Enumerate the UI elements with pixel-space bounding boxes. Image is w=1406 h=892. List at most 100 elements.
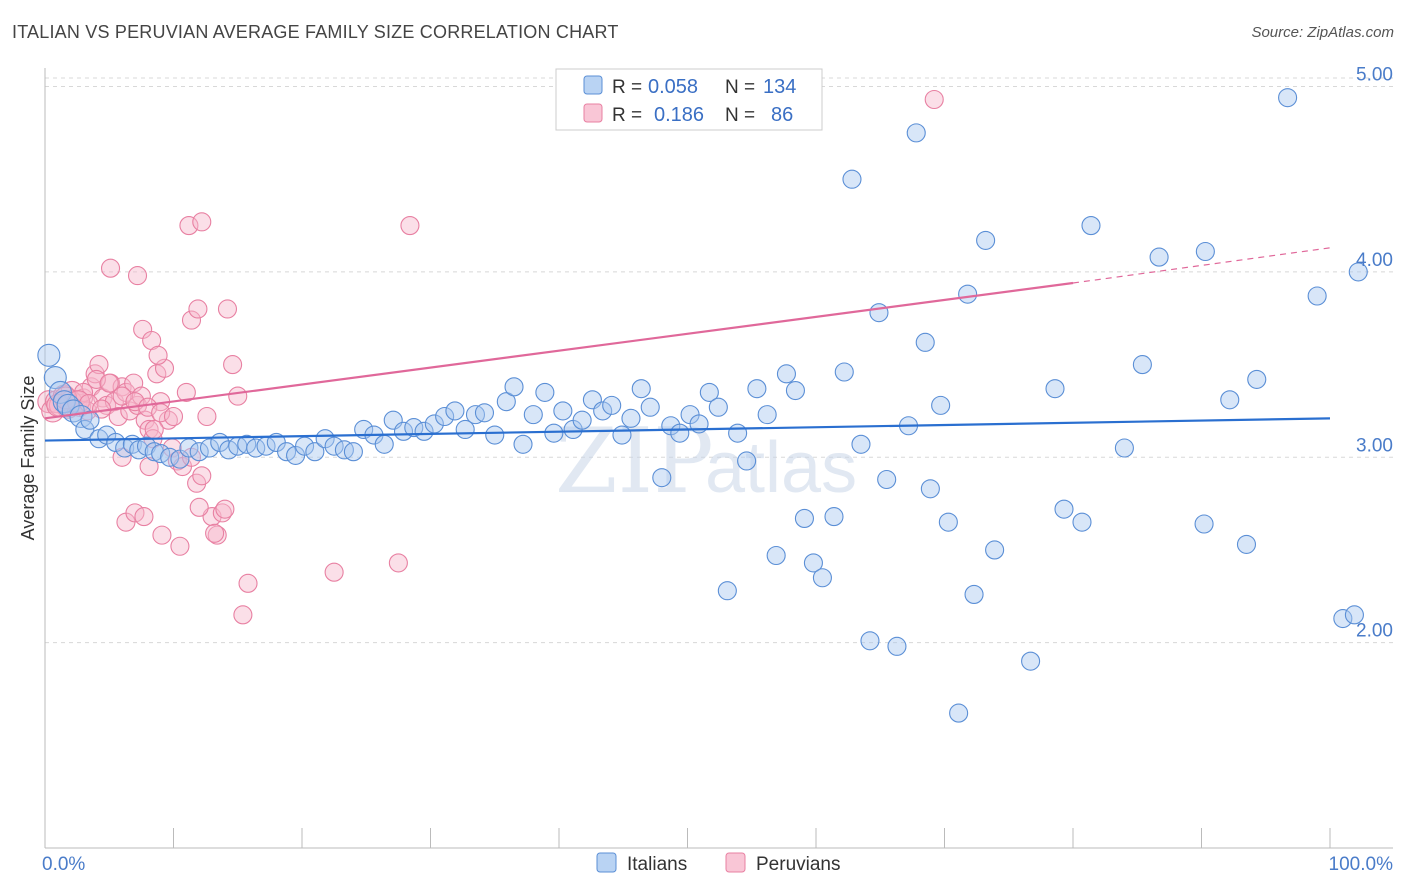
italians-point xyxy=(445,401,465,421)
peruvians-point xyxy=(99,373,119,393)
italians-point xyxy=(737,451,757,471)
peruvians-point xyxy=(158,410,178,430)
italians-point xyxy=(324,436,344,456)
italians-point xyxy=(1278,88,1298,108)
peruvians-n-value: 86 xyxy=(771,104,793,126)
italians-point xyxy=(747,379,767,399)
peruvians-points xyxy=(37,89,944,625)
peruvians-point xyxy=(163,406,184,427)
italians-point xyxy=(37,343,61,367)
peruvians-point xyxy=(217,299,238,319)
italians-point xyxy=(52,390,76,414)
italians-point xyxy=(834,362,854,382)
legend-italians-swatch xyxy=(596,852,617,873)
italians-point xyxy=(199,438,220,458)
legend-peruvians-swatch xyxy=(725,852,746,873)
italians-point xyxy=(717,581,737,601)
peruvians-point xyxy=(228,386,248,406)
italians-point xyxy=(535,382,555,402)
italians-point xyxy=(496,392,516,412)
italians-point xyxy=(612,425,632,445)
y-tick-labels: 2.00 3.00 4.00 5.00 xyxy=(1356,65,1393,642)
italians-point xyxy=(75,419,95,440)
italians-point xyxy=(1132,355,1152,375)
italians-trend-line xyxy=(44,417,1331,442)
italians-point xyxy=(842,169,862,189)
italians-point xyxy=(1236,534,1257,554)
italians-point xyxy=(877,469,897,490)
italians-point xyxy=(938,512,958,532)
peruvians-point xyxy=(176,382,196,402)
peruvians-point xyxy=(189,497,209,517)
italians-point xyxy=(812,568,832,588)
peruvians-point xyxy=(139,456,159,477)
italians-point xyxy=(393,421,414,441)
italians-point xyxy=(851,434,871,454)
italians-n-label: N = xyxy=(725,77,755,98)
x-tick-labels: 0.0% 100.0% xyxy=(42,854,1393,875)
italians-point xyxy=(621,408,641,428)
peruvians-point xyxy=(192,212,212,232)
peruvians-point xyxy=(112,386,132,406)
peruvians-point xyxy=(138,397,158,417)
italians-point xyxy=(869,303,889,323)
peruvians-point xyxy=(179,216,199,236)
peruvians-point xyxy=(152,525,172,545)
italians-point xyxy=(708,397,728,417)
peruvians-point xyxy=(324,562,344,582)
peruvians-point xyxy=(223,355,243,375)
italians-point xyxy=(640,397,660,417)
italians-point xyxy=(374,434,394,454)
peruvians-point xyxy=(181,310,202,330)
italians-point xyxy=(699,382,719,402)
peruvians-point xyxy=(400,216,420,236)
y-tick-label: 3.00 xyxy=(1356,435,1393,456)
italians-point xyxy=(915,332,935,352)
italians-point xyxy=(757,405,777,425)
peruvians-point xyxy=(127,266,148,286)
peruvians-point xyxy=(108,406,128,427)
italians-point xyxy=(523,405,543,425)
watermark-atlas: atlas xyxy=(705,428,857,508)
italians-point xyxy=(824,507,844,527)
italians-point xyxy=(1220,390,1240,410)
x-tick-label: 0.0% xyxy=(42,854,85,875)
peruvians-trend-line xyxy=(44,281,1074,420)
italians-point xyxy=(652,468,672,488)
italians-point xyxy=(1333,608,1353,629)
italians-point xyxy=(1045,379,1065,399)
italians-point xyxy=(189,442,209,462)
peruvians-r-value: 0.186 xyxy=(654,104,704,126)
italians-point xyxy=(513,434,533,454)
italians-point xyxy=(1021,651,1041,671)
italians-point xyxy=(1194,514,1214,534)
peruvians-point xyxy=(924,89,944,110)
italians-point xyxy=(305,442,325,462)
italians-point xyxy=(958,284,978,304)
peruvians-point xyxy=(188,299,208,319)
y-axis-title: Average Family Size xyxy=(18,376,38,541)
italians-point xyxy=(106,432,126,452)
x-tick-label: 100.0% xyxy=(1329,854,1394,875)
peruvians-point xyxy=(100,258,121,278)
italians-point xyxy=(949,703,969,723)
peruvians-point xyxy=(89,355,109,375)
italians-point xyxy=(572,410,592,430)
peruvians-point xyxy=(86,369,106,389)
italians-point xyxy=(906,123,926,143)
italians-point xyxy=(504,377,524,397)
italians-point xyxy=(1247,369,1267,389)
italians-point xyxy=(887,636,907,656)
italians-point xyxy=(728,423,748,443)
chart-title: ITALIAN VS PERUVIAN AVERAGE FAMILY SIZE … xyxy=(12,22,619,42)
italians-point xyxy=(1344,605,1364,625)
trend-lines xyxy=(44,247,1331,442)
italians-point xyxy=(1054,499,1074,519)
peruvians-point xyxy=(212,503,232,523)
legend-italians-label: Italians xyxy=(627,854,687,875)
italians-point xyxy=(964,584,984,604)
italians-point xyxy=(803,553,823,573)
italians-point xyxy=(48,380,72,404)
peruvians-n-label: N = xyxy=(725,105,755,126)
